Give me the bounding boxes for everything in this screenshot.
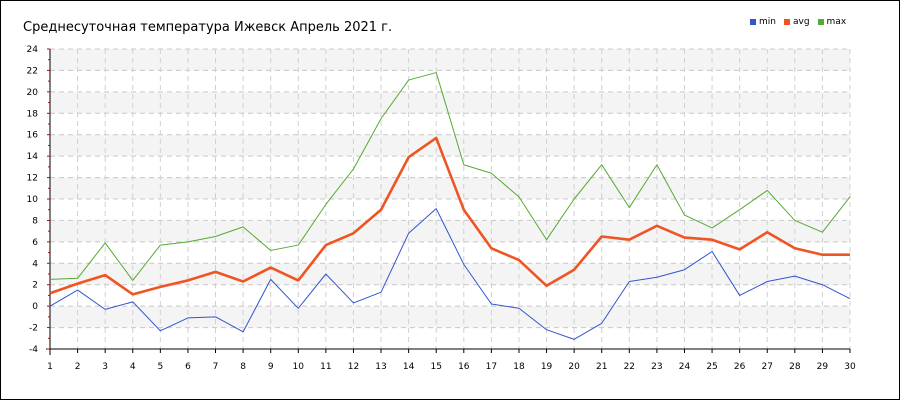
x-tick-label: 6 [185,362,191,372]
x-tick-label: 13 [375,362,386,372]
series-line-min [49,208,851,340]
legend-swatch-avg [783,19,790,25]
x-tick-label: 14 [403,362,415,372]
y-tick-label: 20 [27,88,39,98]
y-tick-label: 2 [32,281,38,291]
y-tick-label: 22 [27,66,38,76]
x-tick-label: 17 [486,362,497,372]
x-tick-label: 26 [734,362,746,372]
y-tick-label: 4 [32,259,38,269]
x-tick-label: 11 [320,362,331,372]
y-tick-label: 24 [27,45,39,55]
legend-label-max: max [826,17,847,27]
x-tick-label: 16 [458,362,470,372]
chart-title: Среднесуточная температура Ижевск Апрель… [23,20,393,35]
x-tick-label: 28 [789,362,801,372]
x-tick-label: 5 [157,362,163,372]
x-tick-label: 12 [348,362,359,372]
x-tick-label: 2 [75,362,81,372]
x-tick-label: 23 [651,362,662,372]
x-tick-label: 8 [240,362,246,372]
grid-band [50,220,850,242]
x-tick-label: 18 [513,362,525,372]
y-tick-label: 8 [32,216,38,226]
y-tick-label: -4 [29,345,38,355]
series-line-avg [49,136,850,296]
y-tick-label: 10 [27,195,39,205]
y-tick-label: -2 [29,324,38,334]
x-tick-label: 15 [430,362,441,372]
x-tick-label: 25 [706,362,717,372]
y-tick-label: 14 [27,152,39,162]
x-tick-label: 30 [844,362,856,372]
grid-band [50,263,850,285]
x-tick-label: 19 [541,362,553,372]
y-tick-label: 16 [27,131,39,141]
x-tick-label: 20 [568,362,580,372]
legend-item-max: max [817,17,847,27]
x-tick-label: 24 [679,362,691,372]
grid-band [50,49,850,71]
series-line-max [49,72,851,281]
grid-band [50,177,850,199]
y-tick-label: 0 [32,302,38,312]
legend: min avg max [750,15,854,29]
legend-swatch-max [817,19,824,25]
grid-band [50,134,850,157]
grid-band [50,306,850,328]
x-tick-label: 1 [47,362,53,372]
y-tick-label: 18 [27,109,39,119]
x-tick-label: 22 [624,362,635,372]
x-tick-label: 3 [102,362,108,372]
x-tick-label: 29 [817,362,829,372]
legend-label-min: min [759,17,776,27]
legend-swatch-min [750,19,756,25]
y-tick-label: 12 [27,174,38,184]
y-tick-label: 6 [32,238,38,248]
x-tick-label: 21 [596,362,607,372]
x-tick-label: 9 [268,362,274,372]
legend-item-avg: avg [783,17,810,27]
x-tick-label: 10 [293,362,305,372]
grid-band [50,91,850,114]
x-tick-label: 7 [213,362,219,372]
x-tick-label: 27 [762,362,773,372]
legend-label-avg: avg [792,17,810,27]
x-tick-label: 4 [130,362,136,372]
legend-item-min: min [750,17,776,27]
